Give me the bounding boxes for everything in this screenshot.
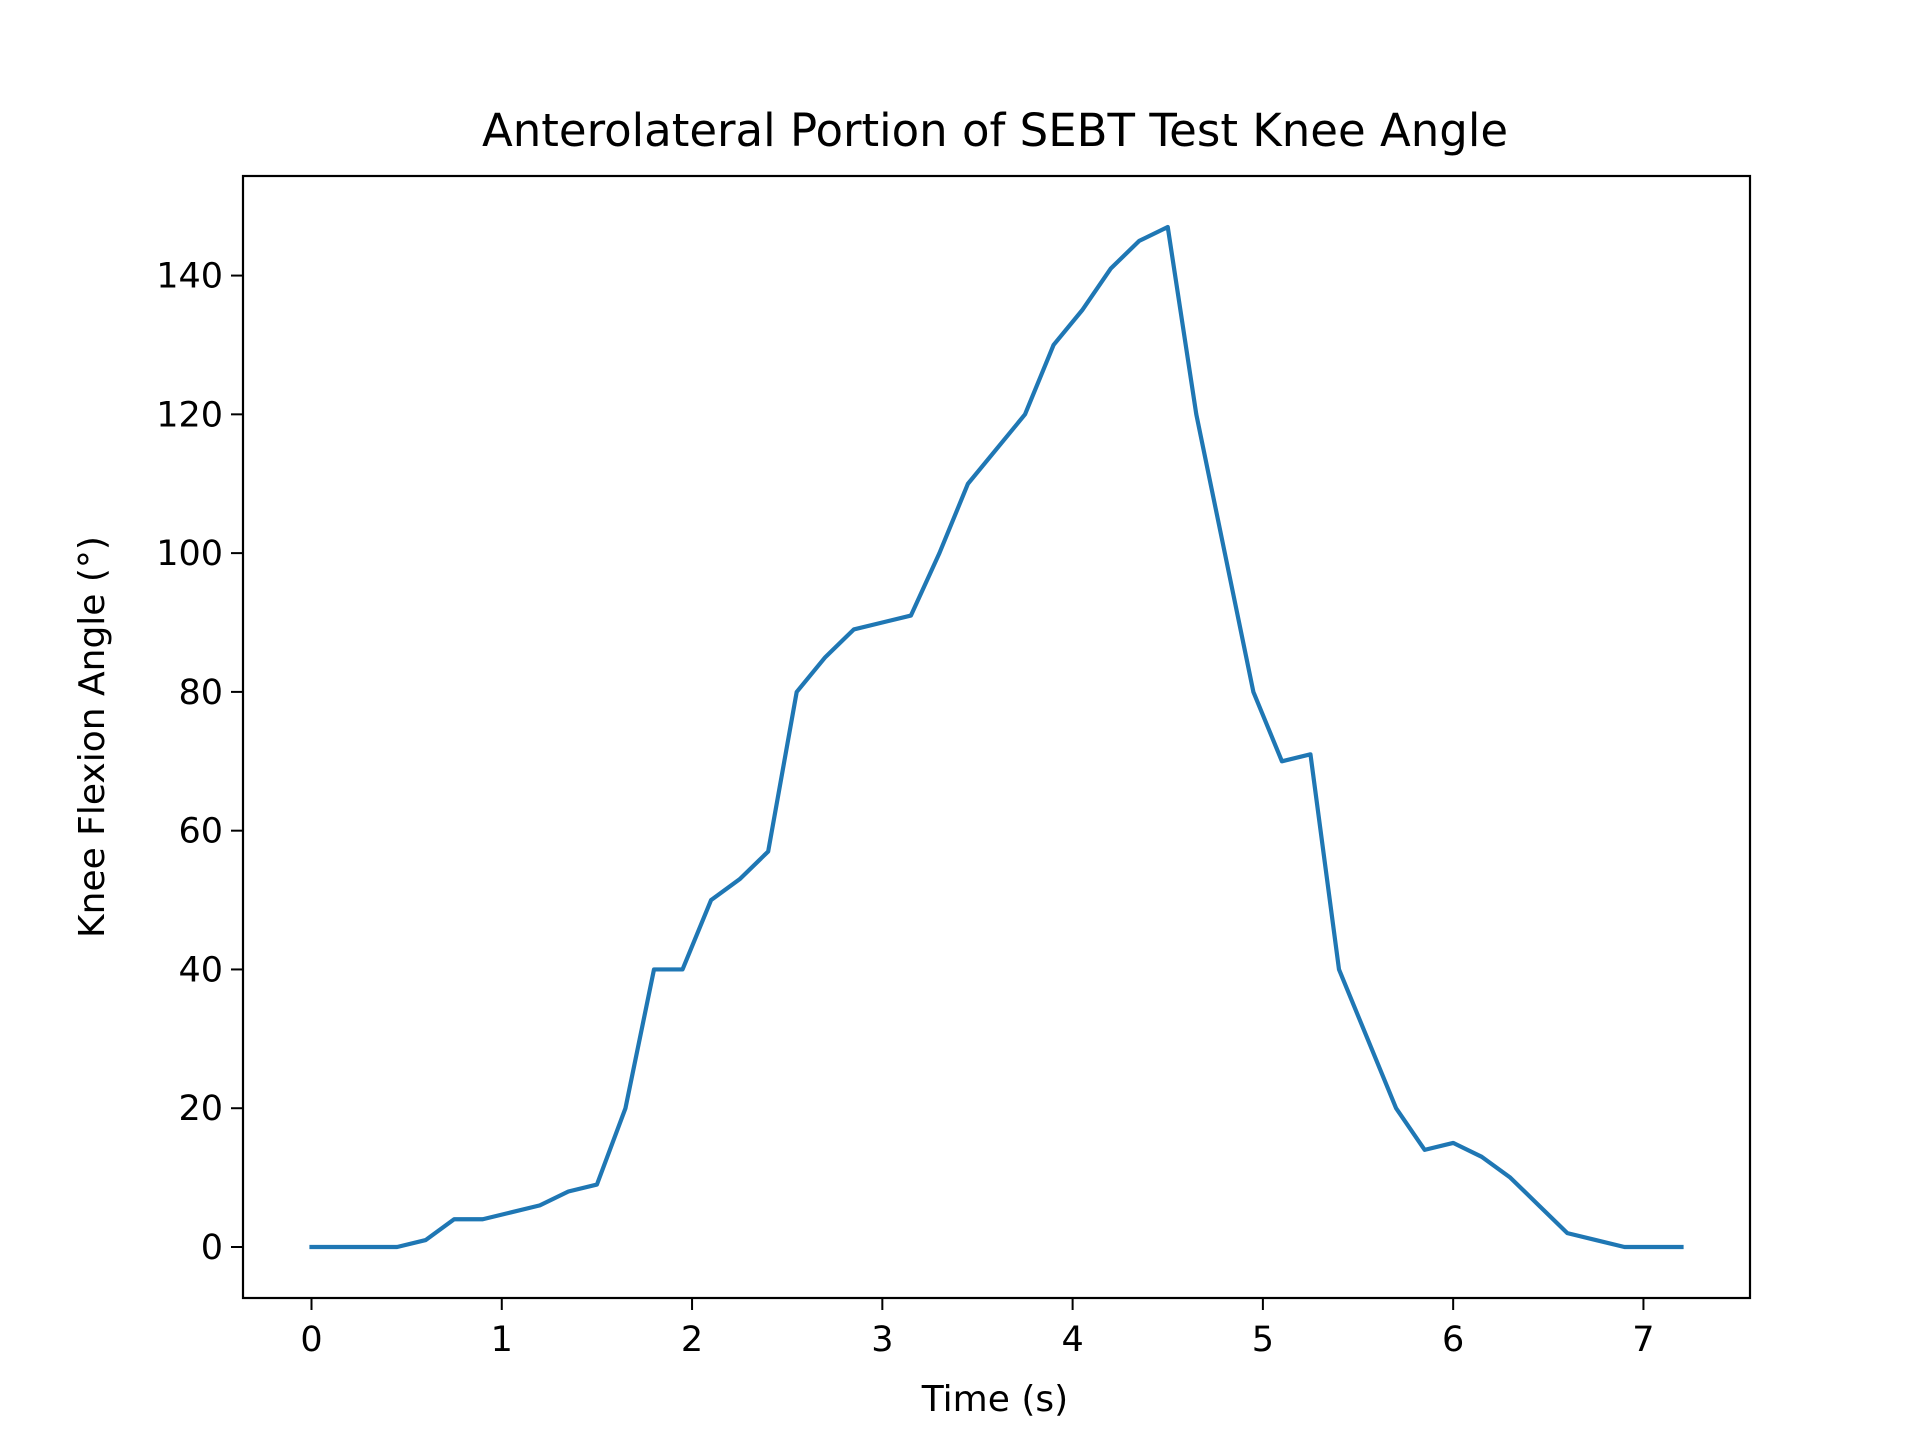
plot-frame bbox=[241, 174, 1752, 1300]
y-tick-label-40: 40 bbox=[178, 950, 223, 990]
x-axis-label: Time (s) bbox=[921, 1379, 1068, 1420]
y-axis-label: Knee Flexion Angle (°) bbox=[72, 536, 113, 938]
y-tick-label-20: 20 bbox=[178, 1089, 223, 1129]
chart-title: Anterolateral Portion of SEBT Test Knee … bbox=[482, 104, 1508, 157]
plot-area bbox=[241, 174, 1752, 1300]
x-tick-label-3: 3 bbox=[871, 1320, 893, 1360]
x-tick-label-1: 1 bbox=[491, 1320, 513, 1360]
x-tick-label-4: 4 bbox=[1061, 1320, 1083, 1360]
y-tick-label-100: 100 bbox=[156, 534, 223, 574]
series-line-knee-angle bbox=[309, 224, 1684, 1250]
y-tick-label-0: 0 bbox=[201, 1228, 223, 1268]
x-axis: 0 1 2 3 4 5 6 7 bbox=[300, 1298, 1655, 1360]
x-tick-label-6: 6 bbox=[1442, 1320, 1464, 1360]
y-tick-label-140: 140 bbox=[156, 257, 223, 297]
x-tick-label-5: 5 bbox=[1252, 1320, 1274, 1360]
y-tick-label-120: 120 bbox=[156, 395, 223, 435]
x-tick-label-2: 2 bbox=[681, 1320, 703, 1360]
y-tick-label-80: 80 bbox=[178, 673, 223, 713]
y-axis: 0 20 40 60 80 100 120 140 bbox=[156, 257, 243, 1268]
x-tick-label-0: 0 bbox=[300, 1320, 322, 1360]
x-tick-label-7: 7 bbox=[1632, 1320, 1654, 1360]
y-tick-label-60: 60 bbox=[178, 812, 223, 852]
